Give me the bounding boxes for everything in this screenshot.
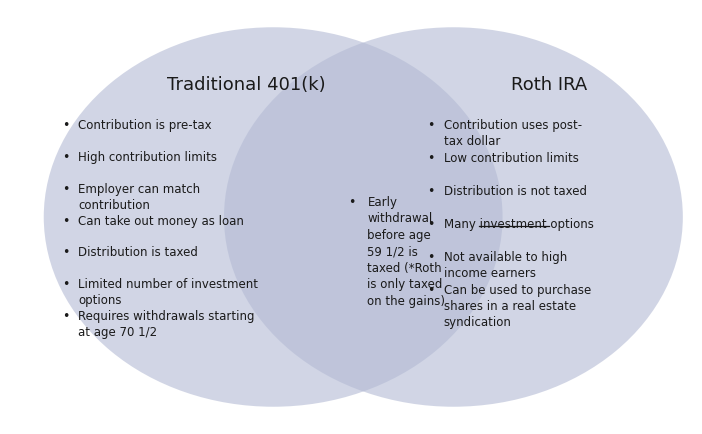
Text: Employer can match
contribution: Employer can match contribution — [78, 183, 200, 212]
Text: Traditional 401(k): Traditional 401(k) — [166, 76, 325, 95]
Text: High contribution limits: High contribution limits — [78, 151, 217, 164]
Ellipse shape — [44, 27, 503, 407]
Text: Can be used to purchase
shares in a real estate
syndication: Can be used to purchase shares in a real… — [444, 284, 591, 329]
Text: •: • — [62, 151, 69, 164]
Text: Contribution is pre-tax: Contribution is pre-tax — [78, 119, 212, 132]
Text: •: • — [428, 119, 435, 132]
Text: Not available to high
income earners: Not available to high income earners — [444, 251, 567, 280]
Text: Distribution is taxed: Distribution is taxed — [78, 247, 198, 260]
Text: •: • — [428, 152, 435, 165]
Text: •: • — [62, 247, 69, 260]
Text: •: • — [428, 284, 435, 297]
Text: Roth IRA: Roth IRA — [511, 76, 587, 95]
Text: •: • — [62, 310, 69, 323]
Text: Limited number of investment
options: Limited number of investment options — [78, 278, 258, 307]
Text: •: • — [62, 214, 69, 227]
Text: •: • — [62, 278, 69, 291]
Text: •: • — [62, 119, 69, 132]
Text: •: • — [62, 183, 69, 196]
Text: •: • — [428, 185, 435, 198]
Text: •: • — [348, 196, 356, 209]
Text: •: • — [428, 218, 435, 231]
Ellipse shape — [224, 27, 683, 407]
Text: Distribution is not taxed: Distribution is not taxed — [444, 185, 587, 198]
Text: •: • — [428, 251, 435, 264]
Text: Can take out money as loan: Can take out money as loan — [78, 214, 244, 227]
Text: Contribution uses post-
tax dollar: Contribution uses post- tax dollar — [444, 119, 582, 148]
Text: Many investment options: Many investment options — [444, 218, 593, 231]
Text: Low contribution limits: Low contribution limits — [444, 152, 578, 165]
Text: Early
withdrawal
before age
59 1/2 is
taxed (*Roth
is only taxed
on the gains): Early withdrawal before age 59 1/2 is ta… — [367, 196, 445, 308]
Text: Requires withdrawals starting
at age 70 1/2: Requires withdrawals starting at age 70 … — [78, 310, 255, 339]
